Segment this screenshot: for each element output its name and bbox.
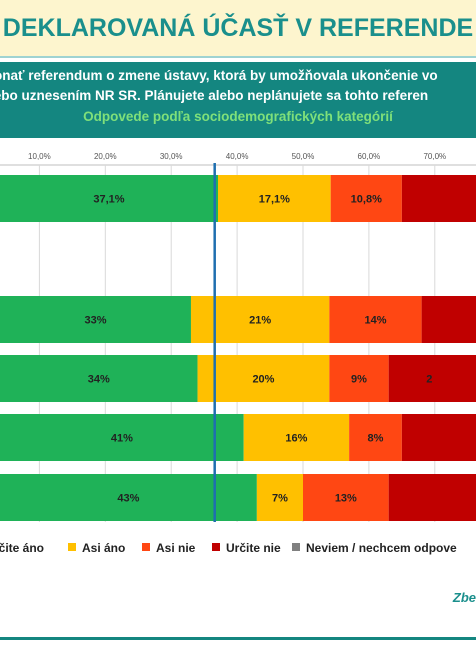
legend-swatch	[292, 543, 300, 551]
legend-item: Neviem / nechcem odpove	[292, 541, 457, 555]
question-line-2: lebo uznesením NR SR. Plánujete alebo ne…	[0, 88, 429, 103]
bar-segment	[303, 474, 389, 521]
bar-segment	[217, 175, 331, 222]
bottom-rule	[0, 637, 476, 640]
legend-swatch	[68, 543, 76, 551]
data-label: 7%	[272, 493, 288, 505]
legend-label: rčite áno	[0, 541, 45, 555]
bar-segment	[0, 414, 244, 461]
legend: rčite áno Asi áno Asi nie Určite nie Neviem …	[0, 541, 476, 561]
legend-label: Asi áno	[82, 541, 126, 555]
bar-segment	[329, 296, 422, 343]
question-line-1: onať referendum o zmene ústavy, ktorá by…	[0, 68, 438, 83]
legend-item: Určite nie	[212, 541, 281, 555]
data-label: 13%	[335, 493, 357, 505]
bar-segment	[256, 474, 303, 521]
bar-segment	[388, 355, 476, 402]
data-label: 21%	[249, 315, 271, 327]
legend-label: Asi nie	[156, 541, 196, 555]
data-label: 14%	[364, 315, 386, 327]
bar-segment	[197, 355, 330, 402]
data-label: 17,1%	[259, 194, 290, 206]
data-label: 20%	[252, 374, 274, 386]
legend-label: Určite nie	[226, 541, 281, 555]
x-tick-label: 20,0%	[94, 152, 117, 161]
data-label: 41%	[111, 433, 133, 445]
x-tick-label: 50,0%	[292, 152, 315, 161]
data-label: 37,1%	[93, 194, 124, 206]
bar-segment	[421, 296, 476, 343]
bar-segment	[401, 414, 476, 461]
bar-segment	[0, 296, 191, 343]
data-label: 16%	[285, 433, 307, 445]
bar-segment	[349, 414, 402, 461]
stacked-bar-chart: 10,0% 20,0% 30,0% 40,0% 50,0% 60,0% 70,0% 37,1%…	[0, 152, 476, 522]
bar-segment	[330, 175, 402, 222]
bar-segment	[388, 474, 476, 521]
data-label: 34%	[88, 374, 110, 386]
x-tick-label: 70,0%	[423, 152, 446, 161]
bar-segment	[243, 414, 350, 461]
question-box: onať referendum o zmene ústavy, ktorá by…	[0, 62, 476, 138]
chart-subtitle: Odpovede podľa sociodemografických kateg…	[83, 109, 393, 124]
data-label: 9%	[351, 374, 367, 386]
data-label: 10,8%	[351, 194, 382, 206]
legend-item: rčite áno	[0, 541, 44, 555]
source-note: Zbe	[452, 590, 476, 605]
data-label: 8%	[368, 433, 384, 445]
title-box: DEKLAROVANÁ ÚČASŤ V REFERENDE	[0, 0, 476, 58]
x-tick-label: 60,0%	[358, 152, 381, 161]
legend-item: Asi nie	[142, 541, 195, 555]
legend-swatch	[212, 543, 220, 551]
x-tick-label: 40,0%	[226, 152, 249, 161]
legend-swatch	[142, 543, 150, 551]
x-tick-label: 10,0%	[28, 152, 51, 161]
bar-segment	[401, 175, 476, 222]
legend-item: Asi áno	[68, 541, 125, 555]
x-tick-label: 30,0%	[160, 152, 183, 161]
chart-title: DEKLAROVANÁ ÚČASŤ V REFERENDE	[2, 14, 474, 42]
data-label: 33%	[84, 315, 106, 327]
bar-segment	[0, 175, 218, 222]
bar-segment	[329, 355, 389, 402]
legend-label: Neviem / nechcem odpove	[306, 541, 457, 555]
data-label: 2	[426, 374, 432, 386]
data-label: 43%	[117, 493, 139, 505]
bar-segment	[0, 355, 198, 402]
